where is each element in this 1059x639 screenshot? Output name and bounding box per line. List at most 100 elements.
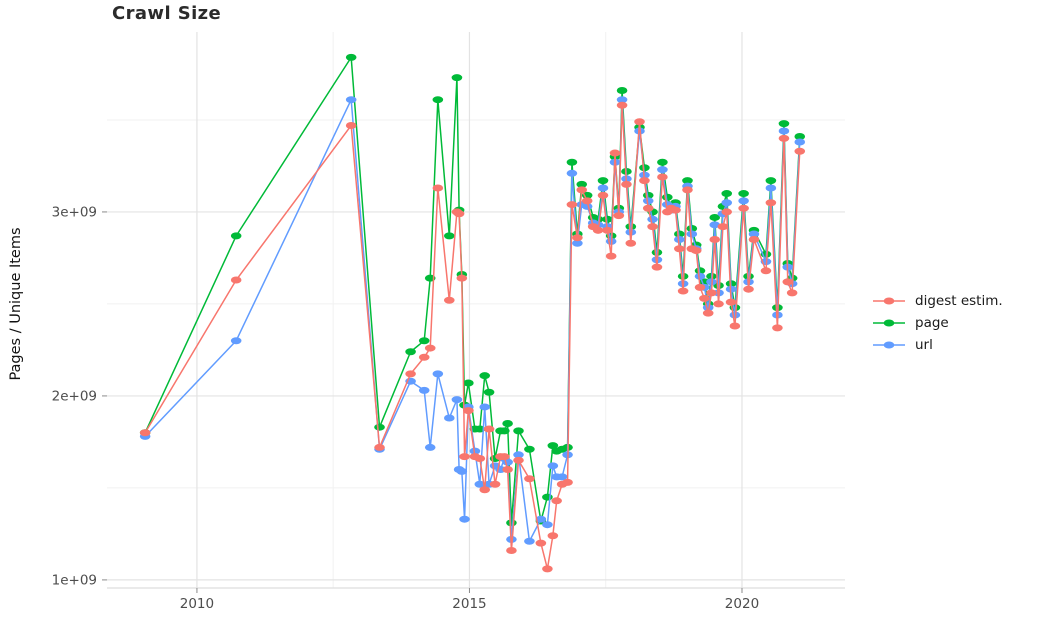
data-point-page: [639, 164, 650, 172]
data-point-page: [709, 213, 721, 221]
data-point-digest-estim-: [760, 267, 772, 275]
data-point-page: [576, 180, 588, 188]
data-point-url: [616, 96, 628, 104]
data-point-digest-estim-: [432, 184, 444, 192]
data-point-digest-estim-: [139, 429, 151, 437]
data-point-url: [572, 239, 583, 247]
data-point-url: [469, 447, 481, 455]
data-point-url: [479, 403, 491, 411]
data-point-digest-estim-: [443, 296, 455, 304]
data-point-digest-estim-: [456, 274, 468, 282]
data-point-url: [432, 370, 444, 378]
data-point-digest-estim-: [474, 454, 486, 462]
data-point-digest-estim-: [572, 234, 583, 242]
data-point-digest-estim-: [682, 186, 693, 194]
data-point-url: [647, 215, 658, 223]
data-point-digest-estim-: [616, 101, 628, 109]
data-point-digest-estim-: [513, 456, 524, 464]
data-point-digest-estim-: [542, 565, 553, 573]
data-point-digest-estim-: [483, 425, 495, 433]
data-point-url: [686, 230, 698, 238]
data-point-digest-estim-: [499, 453, 510, 461]
x-tick-label: 2015: [452, 596, 486, 612]
data-point-digest-estim-: [621, 180, 632, 188]
series-line-url: [144, 98, 801, 543]
y-tick-label: 1e+09: [52, 572, 97, 588]
data-point-digest-estim-: [725, 298, 737, 306]
data-point-page: [566, 158, 578, 166]
legend-label-url: url: [915, 337, 933, 353]
data-point-page: [616, 87, 628, 95]
data-point-digest-estim-: [562, 478, 573, 486]
data-point-page: [230, 232, 242, 240]
data-point-digest-estim-: [794, 147, 806, 155]
data-point-digest-estim-: [765, 199, 777, 207]
data-point-url: [778, 127, 790, 135]
data-point-digest-estim-: [634, 118, 645, 126]
data-point-digest-estim-: [657, 173, 668, 181]
data-point-url: [459, 515, 470, 523]
data-point-url: [581, 202, 593, 210]
data-point-digest-estim-: [230, 276, 242, 284]
data-point-digest-estim-: [748, 236, 760, 244]
data-point-page: [513, 427, 524, 435]
data-point-url: [424, 443, 436, 451]
data-point-digest-estim-: [547, 532, 559, 540]
data-point-url: [642, 197, 654, 205]
data-point-page: [451, 74, 463, 82]
data-point-digest-estim-: [642, 204, 654, 212]
data-point-url: [694, 272, 706, 280]
data-point-digest-estim-: [418, 353, 430, 361]
data-point-url: [418, 386, 430, 394]
data-point-page: [682, 177, 693, 185]
y-tick-label: 2e+09: [52, 388, 97, 404]
data-point-page: [765, 177, 777, 185]
data-point-page: [418, 337, 430, 345]
data-point-url: [765, 184, 777, 192]
data-point-digest-estim-: [502, 466, 513, 474]
data-point-page: [479, 372, 491, 380]
data-point-page: [463, 379, 474, 387]
data-point-digest-estim-: [581, 197, 593, 205]
data-point-page: [738, 190, 749, 198]
data-point-page: [524, 445, 535, 453]
data-point-digest-estim-: [453, 210, 465, 218]
data-point-digest-estim-: [670, 206, 681, 214]
data-point-url: [657, 166, 668, 174]
data-point-url: [709, 221, 721, 229]
data-point-digest-estim-: [479, 486, 491, 494]
data-point-digest-estim-: [677, 287, 689, 295]
data-point-url: [443, 414, 455, 422]
data-point-url: [597, 184, 609, 192]
data-point-digest-estim-: [489, 480, 501, 488]
data-point-digest-estim-: [576, 186, 588, 194]
data-point-url: [748, 230, 760, 238]
data-point-digest-estim-: [709, 236, 721, 244]
data-point-url: [556, 473, 568, 481]
data-point-page: [542, 493, 553, 501]
data-point-digest-estim-: [613, 212, 625, 220]
data-point-digest-estim-: [729, 322, 741, 330]
data-point-url: [674, 236, 685, 244]
chart-title: Crawl Size: [112, 3, 222, 24]
data-point-digest-estim-: [690, 247, 702, 255]
data-point-url: [625, 228, 637, 236]
data-point-digest-estim-: [639, 177, 650, 185]
data-point-digest-estim-: [345, 121, 357, 129]
data-point-digest-estim-: [597, 191, 609, 199]
data-point-digest-estim-: [592, 226, 604, 234]
y-tick-label: 3e+09: [52, 204, 97, 220]
data-point-digest-estim-: [551, 497, 562, 505]
data-point-digest-estim-: [625, 239, 637, 247]
x-tick-label: 2010: [180, 596, 214, 612]
data-point-digest-estim-: [647, 223, 658, 231]
data-point-page: [602, 215, 613, 223]
data-point-page: [483, 388, 495, 396]
data-point-digest-estim-: [743, 285, 754, 293]
data-point-page: [443, 232, 455, 240]
data-point-digest-estim-: [459, 453, 470, 461]
data-point-page: [597, 177, 609, 185]
data-point-url: [513, 451, 524, 459]
data-point-page: [721, 190, 733, 198]
